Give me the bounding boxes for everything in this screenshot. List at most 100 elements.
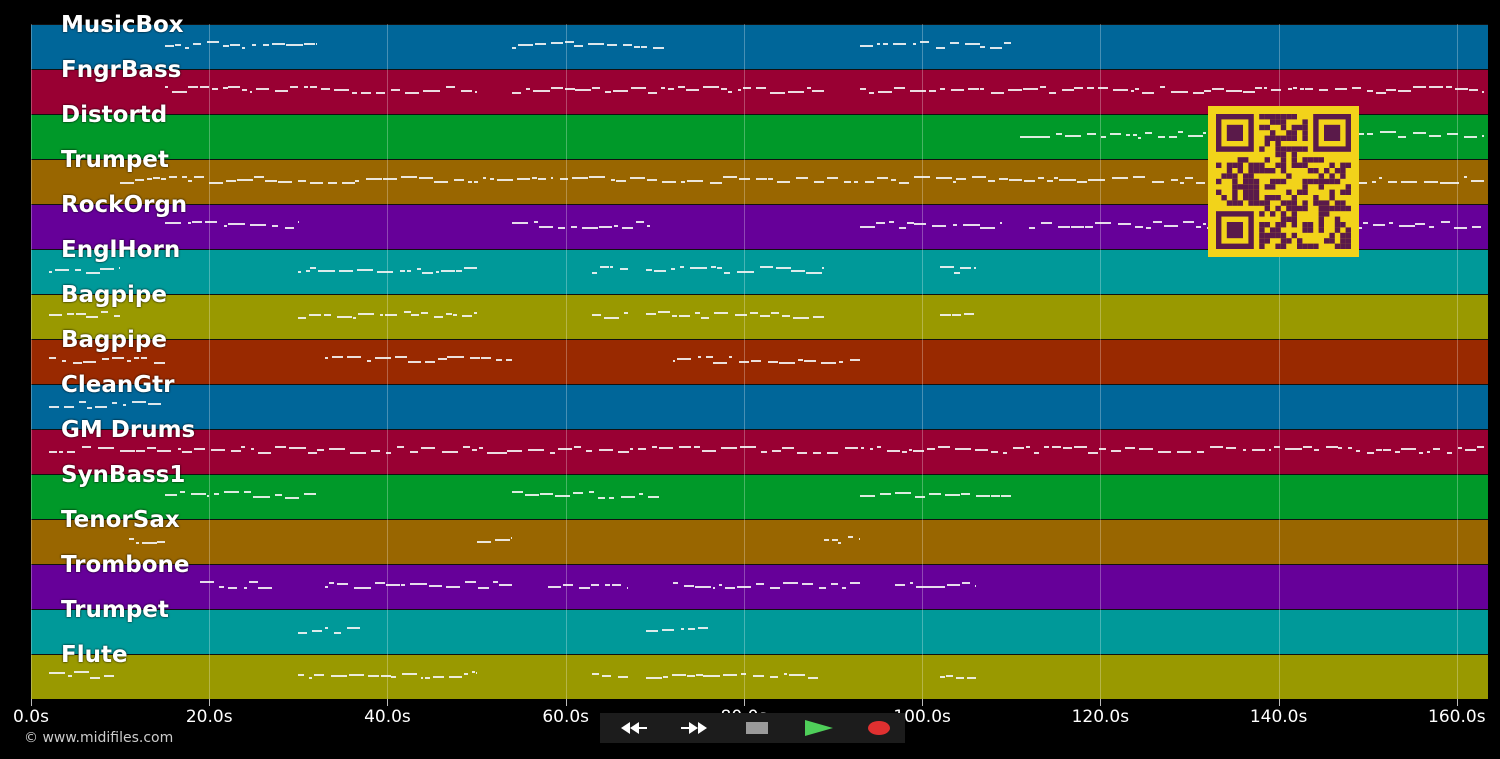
- note: [1445, 85, 1453, 88]
- note: [200, 581, 215, 584]
- note: [899, 227, 906, 230]
- note: [1070, 225, 1085, 228]
- track-name: CleanGtr: [61, 372, 175, 398]
- note: [771, 312, 780, 315]
- note: [679, 314, 690, 317]
- piano-roll[interactable]: MusicBox FngrBass Distortd Trumpet RockOrgn E…: [31, 12, 1488, 699]
- note: [795, 176, 809, 179]
- note: [694, 446, 700, 449]
- note: [991, 494, 1000, 497]
- note: [434, 315, 443, 318]
- note: [1273, 445, 1281, 448]
- note: [74, 671, 90, 674]
- note: [1170, 179, 1179, 182]
- stop-button[interactable]: [731, 715, 783, 740]
- note: [915, 495, 926, 498]
- note: [550, 86, 564, 89]
- note: [706, 356, 713, 359]
- note: [945, 493, 960, 496]
- note: [939, 314, 952, 317]
- note: [192, 220, 203, 223]
- note: [284, 496, 299, 499]
- track-lane[interactable]: MusicBox: [31, 12, 1488, 69]
- note: [875, 221, 886, 224]
- note: [935, 176, 953, 179]
- note: [756, 87, 766, 90]
- note: [604, 90, 611, 93]
- note: [953, 271, 960, 274]
- note: [1088, 178, 1106, 181]
- note: [859, 88, 867, 91]
- note: [79, 400, 86, 403]
- note: [365, 177, 383, 180]
- track-lane[interactable]: GM Drums: [31, 417, 1488, 474]
- track-lane[interactable]: Flute: [31, 642, 1488, 699]
- note: [784, 672, 788, 675]
- tick-mark: [1456, 699, 1458, 706]
- note: [506, 450, 523, 453]
- note: [311, 629, 323, 632]
- note: [963, 223, 980, 226]
- note: [812, 89, 825, 92]
- note: [1356, 450, 1360, 453]
- track-name: Flute: [61, 642, 128, 668]
- note: [134, 178, 145, 181]
- track-lane[interactable]: TenorSax: [31, 507, 1488, 564]
- note: [242, 88, 247, 91]
- track-lane[interactable]: Trombone: [31, 552, 1488, 609]
- note: [227, 86, 240, 89]
- note: [403, 311, 411, 314]
- note: [721, 446, 738, 449]
- note: [807, 87, 812, 90]
- note: [974, 584, 976, 587]
- note: [882, 43, 889, 46]
- record-button[interactable]: [853, 715, 905, 740]
- note: [1463, 175, 1468, 178]
- note: [231, 449, 241, 452]
- track-lane[interactable]: SynBass1: [31, 462, 1488, 519]
- track-lane[interactable]: CleanGtr: [31, 372, 1488, 429]
- note: [1398, 136, 1406, 139]
- note: [966, 677, 976, 680]
- note: [133, 356, 139, 359]
- note: [177, 448, 181, 451]
- note: [275, 90, 289, 93]
- note: [1429, 86, 1443, 89]
- note: [951, 314, 961, 317]
- gridline: [31, 24, 32, 699]
- note: [841, 586, 846, 589]
- note: [1047, 179, 1054, 182]
- note: [620, 268, 629, 271]
- note: [468, 180, 473, 183]
- note: [472, 448, 478, 451]
- note: [298, 631, 307, 634]
- note: [86, 406, 92, 409]
- note: [350, 451, 366, 454]
- note: [587, 42, 604, 45]
- track-lane[interactable]: Bagpipe: [31, 327, 1488, 384]
- track-lane[interactable]: Bagpipe: [31, 282, 1488, 339]
- rewind-button[interactable]: [608, 715, 660, 740]
- track-lane[interactable]: Trumpet: [31, 597, 1488, 654]
- fast-forward-button[interactable]: [668, 715, 720, 740]
- play-button[interactable]: [793, 715, 845, 740]
- note: [258, 451, 271, 454]
- note: [368, 675, 379, 678]
- note: [931, 224, 946, 227]
- note: [241, 446, 246, 449]
- note: [574, 45, 583, 48]
- note: [223, 86, 228, 89]
- note: [366, 360, 371, 362]
- note: [709, 182, 723, 185]
- note: [243, 587, 248, 590]
- note: [663, 675, 669, 678]
- note: [1024, 180, 1035, 183]
- note: [391, 675, 396, 678]
- note: [832, 539, 838, 542]
- note: [211, 87, 218, 90]
- note: [1378, 177, 1382, 180]
- note: [1268, 449, 1272, 452]
- note: [760, 265, 773, 268]
- note: [876, 177, 889, 180]
- note: [645, 630, 659, 633]
